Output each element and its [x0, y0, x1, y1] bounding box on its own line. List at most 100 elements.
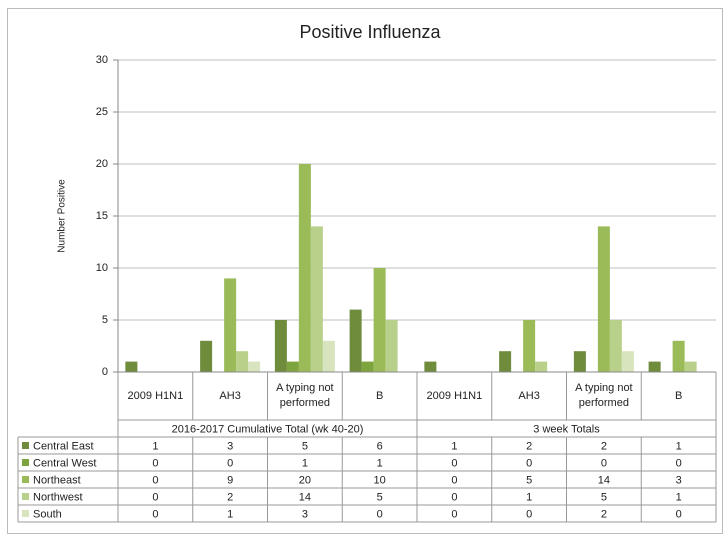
bar [286, 361, 299, 372]
bar [349, 309, 362, 372]
table-value: 5 [302, 440, 308, 452]
table-value: 1 [152, 440, 158, 452]
table-value: 0 [676, 508, 682, 520]
bar [274, 320, 287, 372]
table-value: 5 [377, 491, 383, 503]
x-tick-label-box: B [674, 389, 683, 402]
bar [609, 320, 622, 372]
x-tick-label: B [674, 389, 683, 402]
bar [684, 361, 697, 372]
y-tick-label: 25 [96, 106, 108, 118]
bar [672, 340, 685, 372]
bar [499, 351, 512, 372]
table-value: 0 [152, 474, 158, 486]
x-tick-label: 2009 H1N1 [426, 389, 483, 402]
x-tick-label: AH3 [219, 389, 241, 402]
chart-title: Positive Influenza [299, 22, 441, 42]
bar [523, 320, 536, 372]
table-value: 0 [377, 508, 383, 520]
x-tick-label-box: B [375, 389, 384, 402]
chart-border [7, 8, 723, 534]
legend-swatch [22, 459, 29, 466]
x-tick-label-box: AH3 [219, 389, 241, 402]
table-value: 0 [152, 491, 158, 503]
y-tick-label: 20 [96, 158, 108, 170]
y-tick-label: 15 [96, 210, 108, 222]
legend-label: Central East [33, 440, 94, 452]
table-value: 0 [227, 457, 233, 469]
table-value: 1 [227, 508, 233, 520]
legend-label: South [33, 508, 62, 520]
x-tick-label-box: 2009 H1N1 [426, 389, 483, 402]
y-tick-label: 0 [102, 366, 108, 378]
table-value: 14 [299, 491, 311, 503]
y-tick-label: 30 [96, 54, 108, 66]
table-value: 9 [227, 474, 233, 486]
table-value: 0 [676, 457, 682, 469]
y-tick-label: 10 [96, 262, 108, 274]
table-value: 10 [374, 474, 386, 486]
bar [361, 361, 374, 372]
table-value: 0 [526, 457, 532, 469]
bar [597, 226, 610, 372]
table-value: 1 [676, 440, 682, 452]
bar [310, 226, 323, 372]
table-value: 0 [451, 508, 457, 520]
bar [621, 351, 634, 372]
bar [385, 320, 398, 372]
table-value: 3 [676, 474, 682, 486]
group-label: 3 week Totals [533, 423, 600, 435]
table-value: 6 [377, 440, 383, 452]
table-value: 0 [451, 474, 457, 486]
bar [373, 268, 386, 372]
x-tick-label-box: A typing not performed [276, 382, 334, 409]
bar [322, 340, 335, 372]
table-value: 20 [299, 474, 311, 486]
table-value: 1 [377, 457, 383, 469]
bar [224, 278, 237, 372]
x-tick-label: A typing not performed [575, 382, 633, 409]
bar [535, 361, 548, 372]
legend-label: Northeast [33, 474, 81, 486]
bar [298, 164, 311, 372]
bar [236, 351, 249, 372]
table-value: 0 [526, 508, 532, 520]
table-value: 0 [152, 508, 158, 520]
table-value: 3 [302, 508, 308, 520]
bar [200, 340, 213, 372]
bar [573, 351, 586, 372]
x-tick-label: B [375, 389, 384, 402]
table-value: 5 [601, 491, 607, 503]
x-tick-label-box: AH3 [518, 390, 539, 402]
legend-swatch [22, 510, 29, 517]
table-value: 2 [227, 491, 233, 503]
bar [248, 361, 261, 372]
table-value: 0 [451, 457, 457, 469]
table-value: 1 [451, 440, 457, 452]
table-value: 1 [676, 491, 682, 503]
table-value: 2 [601, 508, 607, 520]
x-tick-label-box: A typing not performed [575, 382, 633, 409]
table-value: 5 [526, 474, 532, 486]
bar [648, 361, 661, 372]
y-tick-label: 5 [102, 314, 108, 326]
table-value: 2 [601, 440, 607, 452]
table-value: 1 [302, 457, 308, 469]
table-value: 3 [227, 440, 233, 452]
group-label: 2016-2017 Cumulative Total (wk 40-20) [172, 423, 364, 435]
legend-label: Central West [33, 457, 96, 469]
table-value: 14 [598, 474, 610, 486]
bar [125, 361, 138, 372]
x-tick-label-box: 2009 H1N1 [127, 389, 184, 402]
table-value: 0 [152, 457, 158, 469]
bar [424, 361, 437, 372]
legend-swatch [22, 476, 29, 483]
table-value: 0 [601, 457, 607, 469]
x-tick-label: A typing not performed [276, 382, 334, 409]
x-tick-label: 2009 H1N1 [127, 389, 184, 402]
table-value: 2 [526, 440, 532, 452]
table-value: 0 [451, 491, 457, 503]
legend-swatch [22, 442, 29, 449]
